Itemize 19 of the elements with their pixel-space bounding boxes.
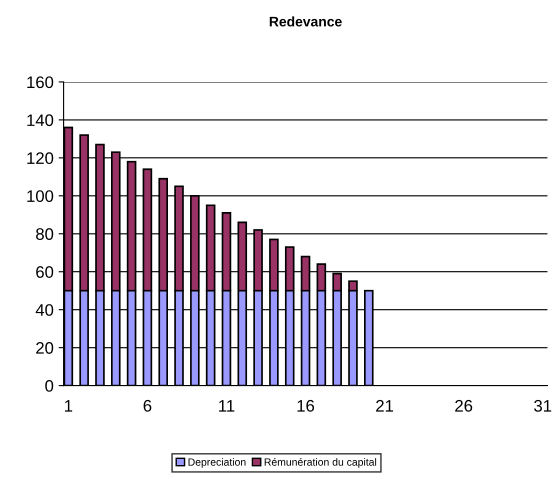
y-tick-label: 40	[36, 304, 54, 316]
y-tick-label: 0	[45, 380, 54, 392]
legend-label: Rémunération du capital	[264, 458, 376, 468]
y-tick-label: 60	[36, 266, 54, 278]
y-tick-label: 100	[27, 190, 54, 202]
x-tick-label: 31	[534, 400, 552, 412]
y-tick-label: 140	[27, 114, 54, 126]
x-tick-label: 16	[298, 400, 314, 412]
y-tick-label: 120	[27, 152, 54, 164]
y-tick-label: 160	[27, 76, 54, 88]
y-tick-label: 80	[36, 228, 54, 240]
legend-label: Depreciation	[188, 458, 246, 468]
x-tick-label: 6	[144, 400, 152, 412]
y-tick-label: 20	[36, 342, 54, 354]
x-tick-label: 1	[64, 400, 72, 412]
x-tick-label: 21	[376, 400, 394, 412]
x-tick-label: 11	[219, 400, 234, 412]
x-tick-label: 26	[455, 400, 472, 412]
chart-title: Redevance	[270, 16, 342, 27]
